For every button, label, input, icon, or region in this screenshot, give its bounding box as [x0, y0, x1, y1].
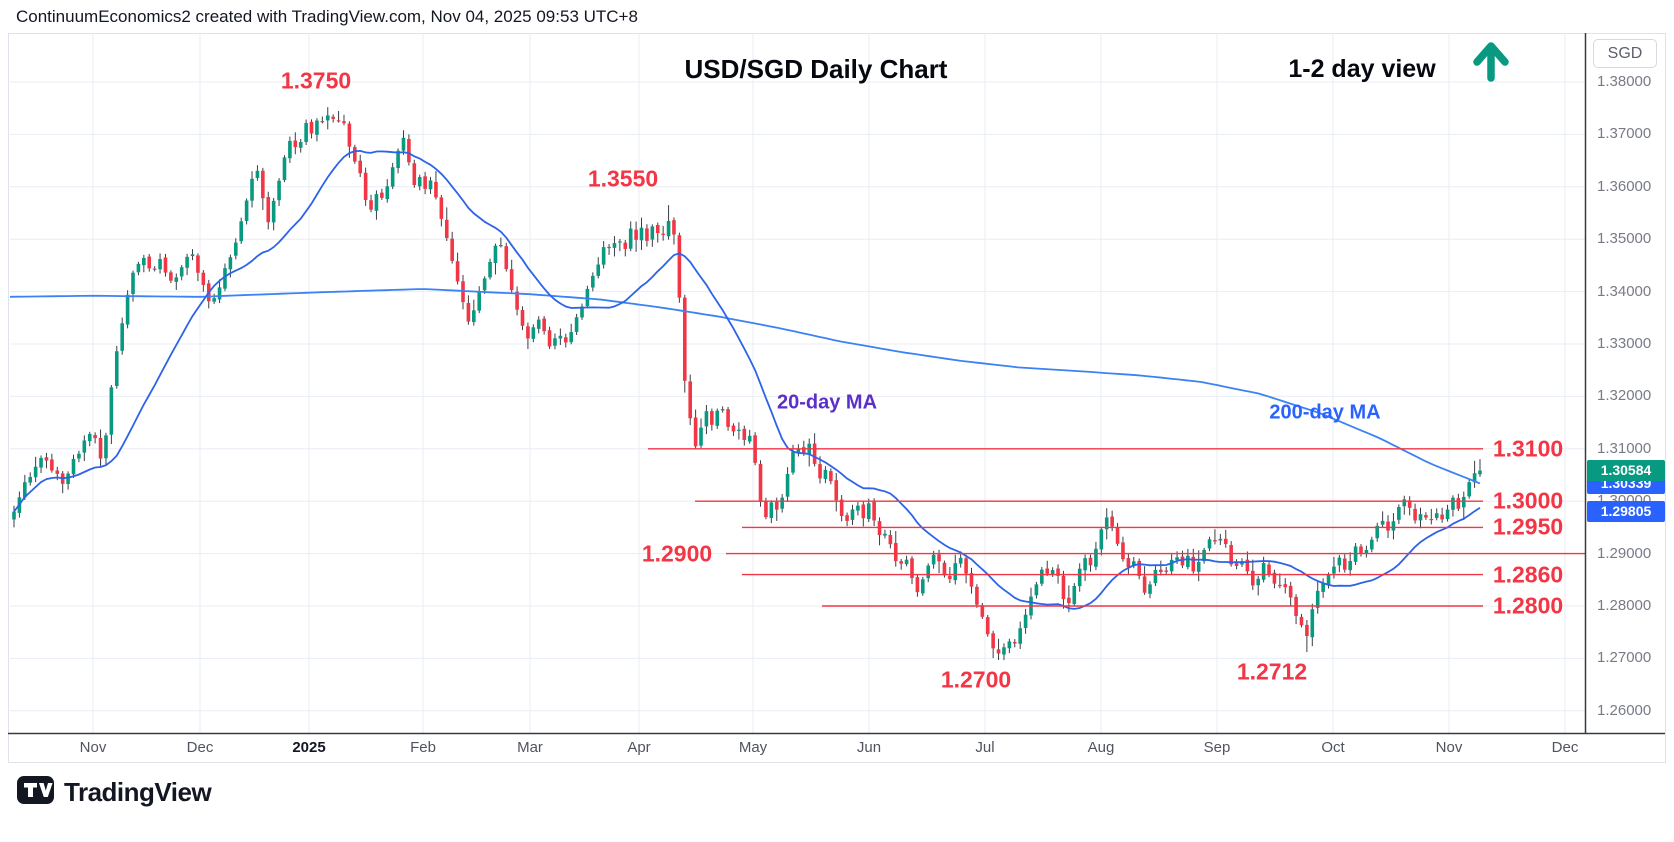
annotation-13750: 1.3750 [280, 67, 352, 94]
annotation-12712: 1.2712 [1236, 658, 1308, 685]
x-axis-label-Jun: Jun [856, 739, 882, 756]
x-axis-label-Dec: Dec [186, 739, 214, 756]
annotation-13550: 1.3550 [587, 165, 659, 192]
ma-label-20day: 20-day MA [776, 391, 878, 414]
price-level-label-13000: 1.3000 [1492, 487, 1564, 514]
x-axis-label-May: May [738, 739, 768, 756]
y-axis-tick-1.29000: 1.29000 [1597, 544, 1652, 562]
x-axis-label-Apr: Apr [627, 739, 651, 756]
x-axis-label-Oct: Oct [1321, 739, 1345, 756]
y-axis-tick-1.33000: 1.33000 [1597, 335, 1652, 352]
y-axis-tick-1.38000: 1.38000 [1597, 73, 1652, 90]
up-arrow-icon [1468, 36, 1514, 82]
y-axis-tick-1.37000: 1.37000 [1597, 125, 1652, 143]
x-axis-label-Nov: Nov [1435, 739, 1463, 756]
last-price-badge: 1.30584 [1587, 460, 1665, 482]
y-axis-tick-1.31000: 1.31000 [1597, 439, 1652, 457]
y-axis-tick-1.34000: 1.34000 [1597, 282, 1652, 300]
price-level-label-12950: 1.2950 [1492, 513, 1564, 540]
x-axis-label-Jul: Jul [975, 739, 995, 756]
y-axis-tick-1.26000: 1.26000 [1597, 701, 1652, 719]
x-axis-label-Mar: Mar [517, 739, 543, 756]
annotation-12700: 1.2700 [940, 666, 1012, 693]
price-level-label-13100: 1.3100 [1492, 435, 1564, 462]
y-axis-tick-1.36000: 1.36000 [1597, 177, 1652, 195]
y-axis-tick-1.32000: 1.32000 [1597, 387, 1652, 405]
ma-20-line [13, 149, 1481, 610]
x-axis-label-Aug: Aug [1087, 739, 1115, 756]
y-axis-tick-1.27000: 1.27000 [1597, 649, 1652, 667]
header-attribution: ContinuumEconomics2 created with Trading… [16, 7, 638, 26]
price-level-label-12900: 1.2900 [641, 540, 713, 567]
price-level-label-12860: 1.2860 [1492, 561, 1564, 588]
candlestick-series [12, 107, 1482, 661]
x-axis-label-2025: 2025 [292, 739, 326, 756]
tradingview-logo-text: TradingView [64, 777, 212, 807]
ma-label-200day: 200-day MA [1269, 401, 1381, 424]
tradingview-logo[interactable]: TradingView [16, 774, 212, 811]
x-axis-label-Nov: Nov [79, 739, 107, 756]
x-axis-label-Feb: Feb [410, 739, 436, 756]
x-axis-label-Sep: Sep [1203, 739, 1231, 756]
x-axis-label-Dec: Dec [1551, 739, 1579, 756]
ma-200-line [9, 288, 1481, 485]
price-level-label-12800: 1.2800 [1492, 592, 1564, 619]
chart-title: USD/SGD Daily Chart [684, 54, 948, 84]
view-horizon-label: 1-2 day view [1288, 55, 1436, 83]
currency-badge[interactable]: SGD [1593, 39, 1657, 68]
y-axis-tick-1.35000: 1.35000 [1597, 230, 1652, 248]
tradingview-logo-icon [16, 774, 56, 811]
ma20-value-badge: 1.29805 [1587, 500, 1665, 522]
y-axis-tick-1.28000: 1.28000 [1597, 597, 1652, 614]
